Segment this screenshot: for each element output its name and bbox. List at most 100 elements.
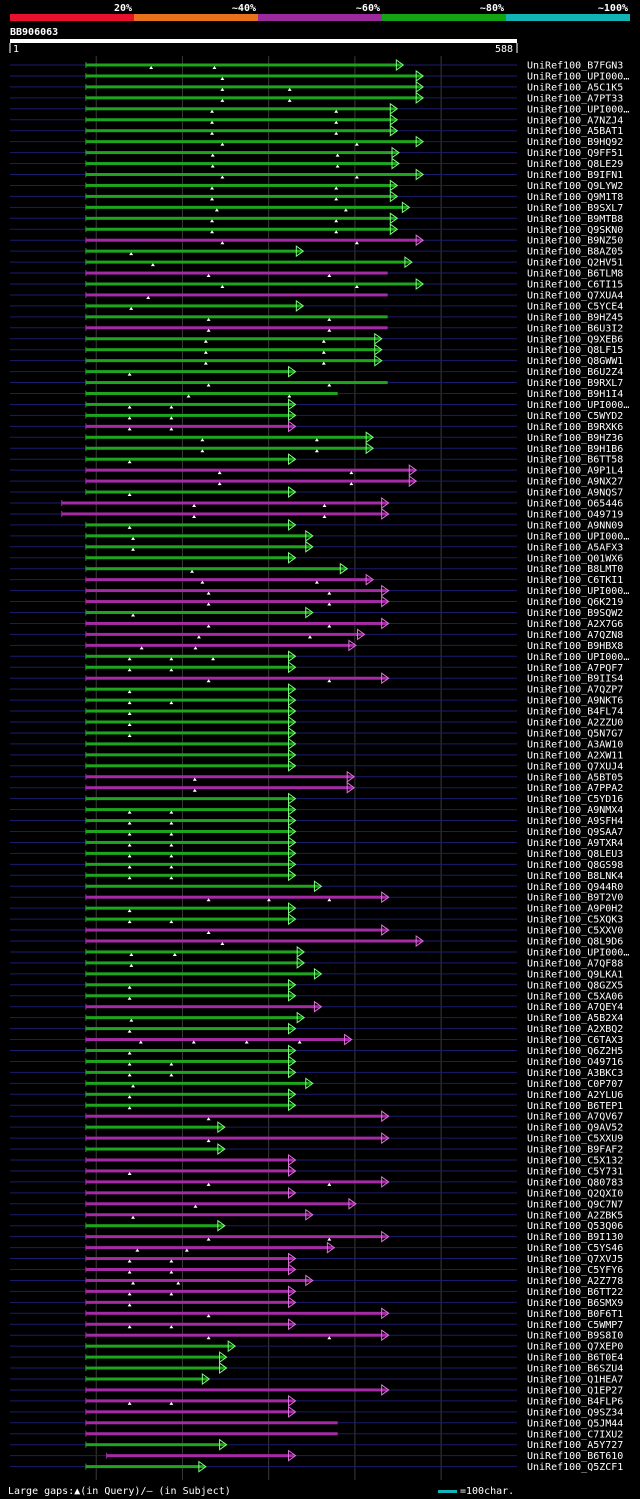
hit-label[interactable]: UniRef100_Q8LF15 bbox=[527, 345, 623, 356]
hit-label[interactable]: UniRef100_O65446 bbox=[527, 499, 623, 510]
hit-label[interactable]: UniRef100_C5YFY6 bbox=[527, 1265, 623, 1276]
hit-label[interactable]: UniRef100_B9HZ36 bbox=[527, 433, 623, 444]
hit-label[interactable]: UniRef100_C5WMP7 bbox=[527, 1320, 623, 1331]
hit-label[interactable]: UniRef100_B0F6T1 bbox=[527, 1309, 623, 1320]
hit-row[interactable]: UniRef100_A3AW10 bbox=[10, 737, 623, 751]
hit-row[interactable]: UniRef100_A5C1K5 bbox=[10, 80, 623, 94]
hit-label[interactable]: UniRef100_A9NX27 bbox=[527, 477, 623, 488]
hit-row[interactable]: UniRef100_Q2HV51 bbox=[10, 256, 623, 269]
hit-row[interactable]: UniRef100_A9NKT6 bbox=[10, 694, 623, 707]
hit-label[interactable]: UniRef100_B6SMX9 bbox=[527, 1298, 623, 1309]
hit-row[interactable]: UniRef100_O49719 bbox=[10, 507, 623, 521]
hit-label[interactable]: UniRef100_A2XW11 bbox=[527, 750, 623, 761]
hit-label[interactable]: UniRef100_Q9AV52 bbox=[527, 1123, 623, 1134]
hit-row[interactable]: UniRef100_UPI000… bbox=[10, 529, 629, 543]
hit-label[interactable]: UniRef100_A9TXR4 bbox=[527, 838, 623, 849]
hit-row[interactable]: UniRef100_B9HBX8 bbox=[10, 639, 623, 652]
hit-row[interactable]: UniRef100_B9H1I4 bbox=[10, 389, 623, 400]
hit-label[interactable]: UniRef100_C6TAX3 bbox=[527, 1035, 623, 1046]
hit-row[interactable]: UniRef100_Q8GWW1 bbox=[10, 354, 623, 368]
hit-row[interactable]: UniRef100_UPI000… bbox=[10, 398, 629, 411]
hit-label[interactable]: UniRef100_Q8L9D6 bbox=[527, 937, 623, 948]
hit-label[interactable]: UniRef100_B9HBX8 bbox=[527, 641, 623, 652]
hit-label[interactable]: UniRef100_A7PT33 bbox=[527, 93, 623, 104]
hit-row[interactable]: UniRef100_B6T0E4 bbox=[10, 1351, 623, 1364]
hit-row[interactable]: UniRef100_A9NMX4 bbox=[10, 803, 623, 817]
hit-row[interactable]: UniRef100_A7PPA2 bbox=[10, 781, 623, 795]
hit-label[interactable]: UniRef100_B6U2Z4 bbox=[527, 367, 623, 378]
hit-label[interactable]: UniRef100_C5XXV0 bbox=[527, 926, 623, 937]
hit-label[interactable]: UniRef100_B6TT58 bbox=[527, 455, 623, 466]
hit-label[interactable]: UniRef100_C6TKI1 bbox=[527, 575, 623, 586]
hit-label[interactable]: UniRef100_UPI000… bbox=[527, 104, 629, 115]
hit-label[interactable]: UniRef100_Q7XEP0 bbox=[527, 1342, 623, 1353]
hit-label[interactable]: UniRef100_Q1HEA7 bbox=[527, 1375, 623, 1386]
hit-row[interactable]: UniRef100_Q2QXI0 bbox=[10, 1186, 623, 1200]
hit-label[interactable]: UniRef100_B9RXL7 bbox=[527, 378, 623, 389]
hit-row[interactable]: UniRef100_B9RXL7 bbox=[10, 378, 623, 389]
hit-row[interactable]: UniRef100_A7NZJ4 bbox=[10, 113, 623, 127]
hit-label[interactable]: UniRef100_B9RXK6 bbox=[527, 422, 623, 433]
hit-label[interactable]: UniRef100_B8LMT0 bbox=[527, 564, 623, 575]
hit-row[interactable]: UniRef100_A9NX27 bbox=[10, 475, 623, 488]
hit-label[interactable]: UniRef100_B6TEP1 bbox=[527, 1101, 623, 1112]
hit-row[interactable]: UniRef100_A9NN09 bbox=[10, 518, 623, 532]
hit-label[interactable]: UniRef100_B4FLP6 bbox=[527, 1396, 623, 1407]
hit-row[interactable]: UniRef100_Q8L9D6 bbox=[10, 935, 623, 948]
hit-label[interactable]: UniRef100_C5X132 bbox=[527, 1156, 623, 1167]
hit-row[interactable]: UniRef100_C5XA06 bbox=[10, 989, 623, 1003]
hit-row[interactable]: UniRef100_C5WYD2 bbox=[10, 409, 623, 422]
hit-row[interactable]: UniRef100_O65446 bbox=[10, 497, 623, 510]
hit-label[interactable]: UniRef100_Q8GS98 bbox=[527, 860, 623, 871]
hit-label[interactable]: UniRef100_Q01WX6 bbox=[527, 553, 623, 564]
hit-label[interactable]: UniRef100_O49719 bbox=[527, 509, 623, 520]
hit-row[interactable]: UniRef100_C5XXU9 bbox=[10, 1132, 623, 1145]
hit-row[interactable]: UniRef100_Q01WX6 bbox=[10, 551, 623, 565]
hit-label[interactable]: UniRef100_A3BKC3 bbox=[527, 1068, 623, 1079]
hit-label[interactable]: UniRef100_Q9LYW2 bbox=[527, 181, 623, 192]
hit-row[interactable]: UniRef100_A2Z778 bbox=[10, 1274, 623, 1287]
hit-label[interactable]: UniRef100_B9H1I4 bbox=[527, 389, 623, 400]
hit-label[interactable]: UniRef100_Q2HV51 bbox=[527, 258, 623, 269]
hit-row[interactable]: UniRef100_Q5JM44 bbox=[10, 1418, 623, 1429]
hit-row[interactable]: UniRef100_B0F6T1 bbox=[10, 1307, 623, 1320]
hit-label[interactable]: UniRef100_Q8GZX5 bbox=[527, 980, 623, 991]
hit-label[interactable]: UniRef100_Q5JM44 bbox=[527, 1418, 623, 1429]
hit-row[interactable]: UniRef100_UPI000… bbox=[10, 69, 629, 83]
hit-row[interactable]: UniRef100_C5X132 bbox=[10, 1154, 623, 1167]
hit-label[interactable]: UniRef100_C5YS46 bbox=[527, 1243, 623, 1254]
hit-row[interactable]: UniRef100_UPI000… bbox=[10, 650, 629, 663]
hit-label[interactable]: UniRef100_Q7XUA4 bbox=[527, 290, 623, 301]
hit-row[interactable]: UniRef100_C5YD16 bbox=[10, 792, 623, 806]
hit-row[interactable]: UniRef100_B6U2Z4 bbox=[10, 365, 623, 379]
hit-row[interactable]: UniRef100_C6TKI1 bbox=[10, 573, 623, 587]
hit-row[interactable]: UniRef100_B9HZ45 bbox=[10, 312, 623, 323]
hit-label[interactable]: UniRef100_A5BAT1 bbox=[527, 126, 623, 137]
hit-row[interactable]: UniRef100_UPI000… bbox=[10, 945, 629, 959]
hit-row[interactable]: UniRef100_B9HZ36 bbox=[10, 431, 623, 444]
hit-row[interactable]: UniRef100_A7QZN8 bbox=[10, 628, 623, 641]
hit-row[interactable]: UniRef100_B6TEP1 bbox=[10, 1099, 623, 1112]
hit-row[interactable]: UniRef100_A3BKC3 bbox=[10, 1066, 623, 1079]
hit-row[interactable]: UniRef100_Q8LEU3 bbox=[10, 847, 623, 860]
hit-row[interactable]: UniRef100_A2X7G6 bbox=[10, 617, 623, 630]
hit-row[interactable]: UniRef100_C5XQK3 bbox=[10, 913, 623, 926]
hit-row[interactable]: UniRef100_B9HQ92 bbox=[10, 135, 623, 149]
hit-row[interactable]: UniRef100_A2XBQ2 bbox=[10, 1022, 623, 1036]
hit-row[interactable]: UniRef100_B6TLM8 bbox=[10, 269, 623, 280]
hit-row[interactable]: UniRef100_B9NZ50 bbox=[10, 234, 623, 247]
hit-label[interactable]: UniRef100_C5XQK3 bbox=[527, 915, 623, 926]
hit-label[interactable]: UniRef100_UPI000… bbox=[527, 947, 629, 958]
hit-label[interactable]: UniRef100_Q8GWW1 bbox=[527, 356, 623, 367]
hit-label[interactable]: UniRef100_Q7XUJ4 bbox=[527, 761, 623, 772]
hit-row[interactable]: UniRef100_B9I130 bbox=[10, 1230, 623, 1244]
hit-label[interactable]: UniRef100_C5WYD2 bbox=[527, 411, 623, 422]
hit-label[interactable]: UniRef100_Q9SKN0 bbox=[527, 225, 623, 236]
hit-row[interactable]: UniRef100_A7QEY4 bbox=[10, 1000, 623, 1014]
hit-label[interactable]: UniRef100_B6T610 bbox=[527, 1451, 623, 1462]
hit-label[interactable]: UniRef100_C5XXU9 bbox=[527, 1134, 623, 1145]
hit-label[interactable]: UniRef100_A9NKT6 bbox=[527, 696, 623, 707]
hit-label[interactable]: UniRef100_B9HZ45 bbox=[527, 312, 623, 323]
hit-row[interactable]: UniRef100_Q9XEB6 bbox=[10, 332, 623, 346]
hit-label[interactable]: UniRef100_UPI000… bbox=[527, 71, 629, 82]
